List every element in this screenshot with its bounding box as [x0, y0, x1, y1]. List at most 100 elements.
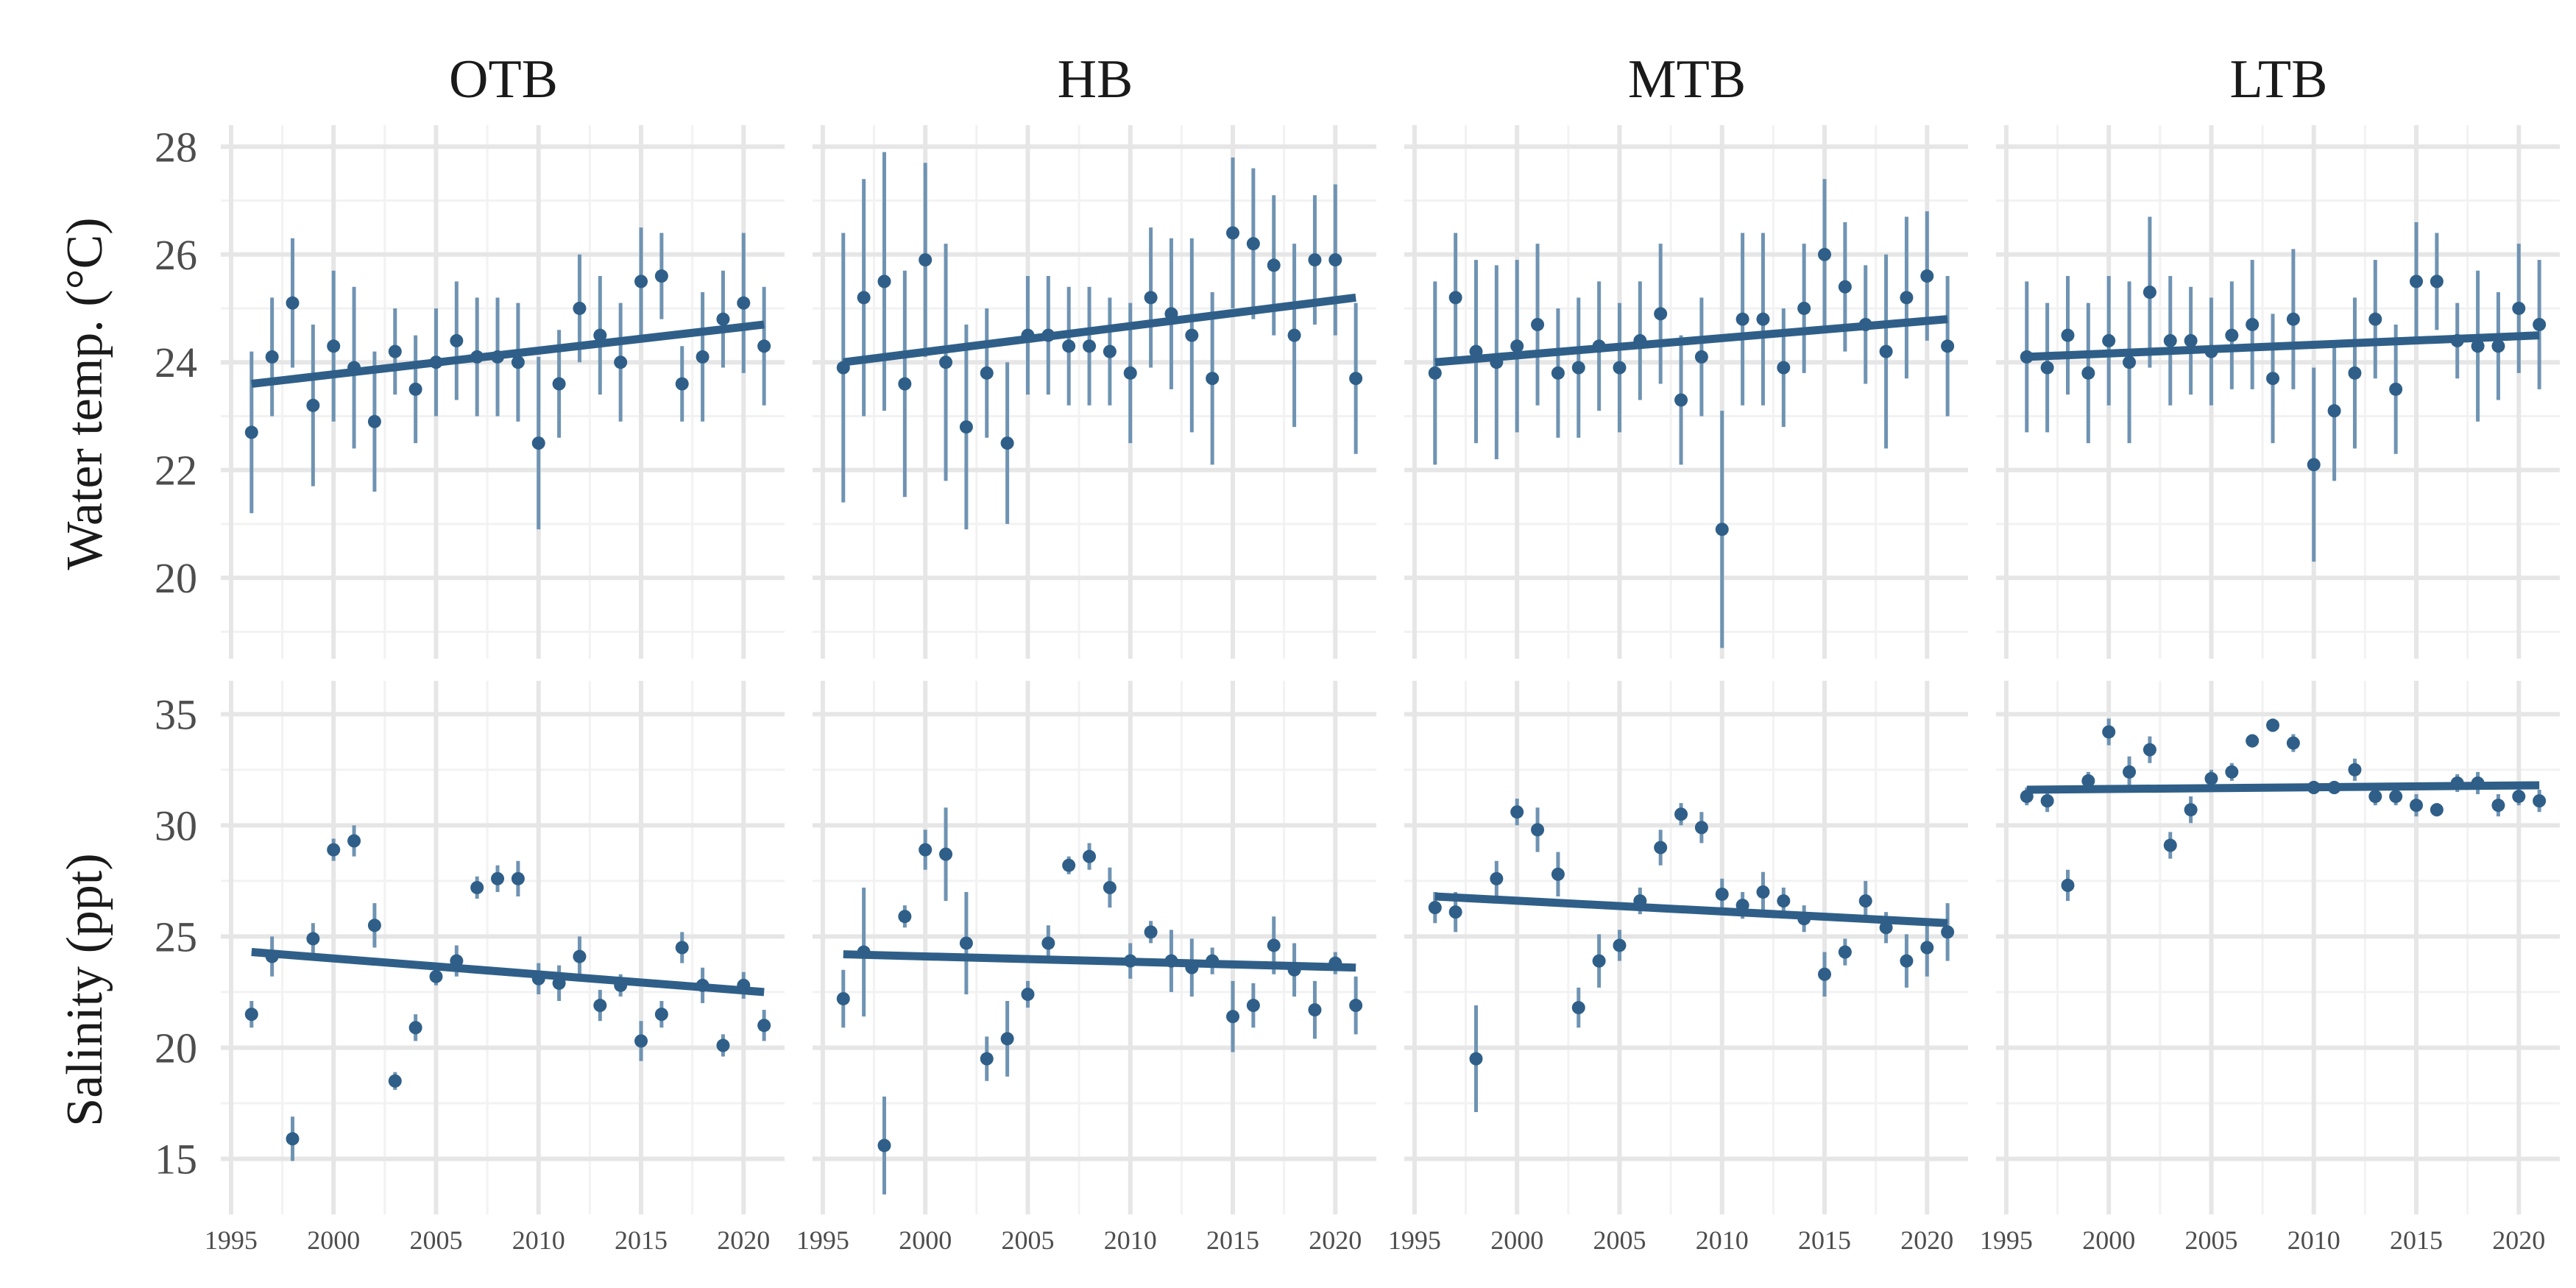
- x-tick-label: 2020: [2492, 1225, 2545, 1255]
- x-tick-label: 2020: [717, 1225, 770, 1255]
- data-point: [1756, 312, 1770, 326]
- data-point: [511, 355, 525, 369]
- x-tick-label: 2015: [1206, 1225, 1259, 1255]
- data-point: [1349, 372, 1363, 386]
- data-point: [2286, 312, 2300, 326]
- data-point: [898, 910, 912, 924]
- data-point: [2246, 734, 2260, 748]
- y-tick-label: 26: [155, 231, 197, 279]
- panel-ltb-row2: [1996, 681, 2560, 1214]
- x-tick-label: 2000: [1490, 1225, 1543, 1255]
- data-point: [1818, 967, 1832, 981]
- data-point: [1735, 312, 1749, 326]
- data-point: [244, 425, 258, 439]
- data-point: [367, 919, 381, 933]
- data-point: [1797, 301, 1811, 315]
- data-point: [552, 976, 566, 990]
- data-point: [265, 350, 279, 364]
- data-point: [919, 843, 933, 857]
- y-axis-label-salinity: Salinity (ppt): [57, 853, 113, 1126]
- data-point: [2061, 328, 2075, 342]
- data-point: [1756, 885, 1770, 899]
- data-point: [347, 361, 361, 375]
- data-point: [2430, 803, 2444, 817]
- data-point: [2389, 790, 2403, 804]
- data-point: [939, 355, 953, 369]
- data-point: [654, 1008, 668, 1022]
- data-point: [877, 1139, 891, 1153]
- data-point: [1633, 894, 1647, 908]
- data-point: [2204, 344, 2218, 358]
- x-tick-label: 2010: [1104, 1225, 1157, 1255]
- data-point: [1448, 291, 1462, 305]
- data-point: [1083, 339, 1097, 353]
- y-axis-labels: Water temp. (°C) Salinity (ppt): [57, 217, 113, 1126]
- data-point: [1613, 361, 1627, 375]
- x-tick-label: 2020: [1900, 1225, 1953, 1255]
- panel-hb-row2: [813, 681, 1376, 1214]
- data-point: [1246, 237, 1260, 251]
- data-point: [470, 880, 484, 894]
- x-tick-label: 2005: [2184, 1225, 2237, 1255]
- data-point: [2471, 339, 2485, 353]
- data-point: [696, 350, 710, 364]
- data-point: [836, 361, 850, 375]
- x-tick-label: 2000: [307, 1225, 360, 1255]
- data-point: [2225, 765, 2239, 779]
- data-point: [1592, 339, 1606, 353]
- data-point: [1777, 361, 1791, 375]
- data-point: [2307, 781, 2321, 794]
- data-point: [1531, 823, 1545, 837]
- data-point: [2102, 725, 2116, 739]
- data-point: [408, 1021, 422, 1035]
- data-point: [1818, 247, 1832, 261]
- data-point: [2040, 361, 2054, 375]
- data-point: [2163, 333, 2177, 347]
- data-point: [2512, 790, 2526, 804]
- data-point: [2020, 350, 2034, 364]
- x-tick-label: 1995: [796, 1225, 849, 1255]
- data-point: [757, 339, 771, 353]
- panel-otb-row2: [221, 681, 785, 1214]
- data-point: [327, 843, 341, 857]
- panels: 20 22 24 26 28 15 20 25 30 35 1995 2000 2005 2010 2015…: [155, 123, 2560, 1255]
- y-tick-label: 25: [155, 913, 197, 960]
- x-tick-label: 2015: [1798, 1225, 1851, 1255]
- data-point: [1308, 253, 1322, 267]
- data-point: [1920, 269, 1934, 283]
- data-point: [2286, 736, 2300, 750]
- data-point: [1797, 912, 1811, 926]
- data-point: [1328, 253, 1342, 267]
- data-point: [1428, 366, 1442, 380]
- data-point: [1941, 925, 1955, 939]
- data-point: [2040, 794, 2054, 808]
- data-point: [2204, 771, 2218, 785]
- data-point: [1000, 436, 1014, 450]
- data-point: [898, 377, 912, 391]
- data-point: [1879, 344, 1893, 358]
- data-point: [1123, 366, 1137, 380]
- data-point: [1879, 921, 1893, 935]
- data-point: [1838, 280, 1852, 294]
- data-point: [1206, 954, 1220, 968]
- data-point: [2225, 328, 2239, 342]
- x-tick-label: 2010: [1696, 1225, 1749, 1255]
- data-point: [2266, 372, 2280, 386]
- y-tick-label: 15: [155, 1135, 197, 1183]
- data-point: [2368, 312, 2382, 326]
- data-point: [1858, 317, 1872, 331]
- trend-line: [251, 320, 765, 388]
- data-point: [1694, 350, 1708, 364]
- data-point: [2533, 317, 2547, 331]
- data-point: [1226, 1010, 1240, 1024]
- data-point: [1777, 894, 1791, 908]
- data-point: [1328, 956, 1342, 970]
- data-point: [450, 954, 464, 968]
- x-tick-label: 2000: [899, 1225, 952, 1255]
- trend-line: [1434, 892, 1948, 927]
- panel-ltb-row1: [1996, 125, 2560, 659]
- data-point: [1900, 291, 1914, 305]
- data-point: [675, 941, 689, 955]
- y-tick-label: 20: [155, 1024, 197, 1072]
- data-point: [857, 945, 871, 959]
